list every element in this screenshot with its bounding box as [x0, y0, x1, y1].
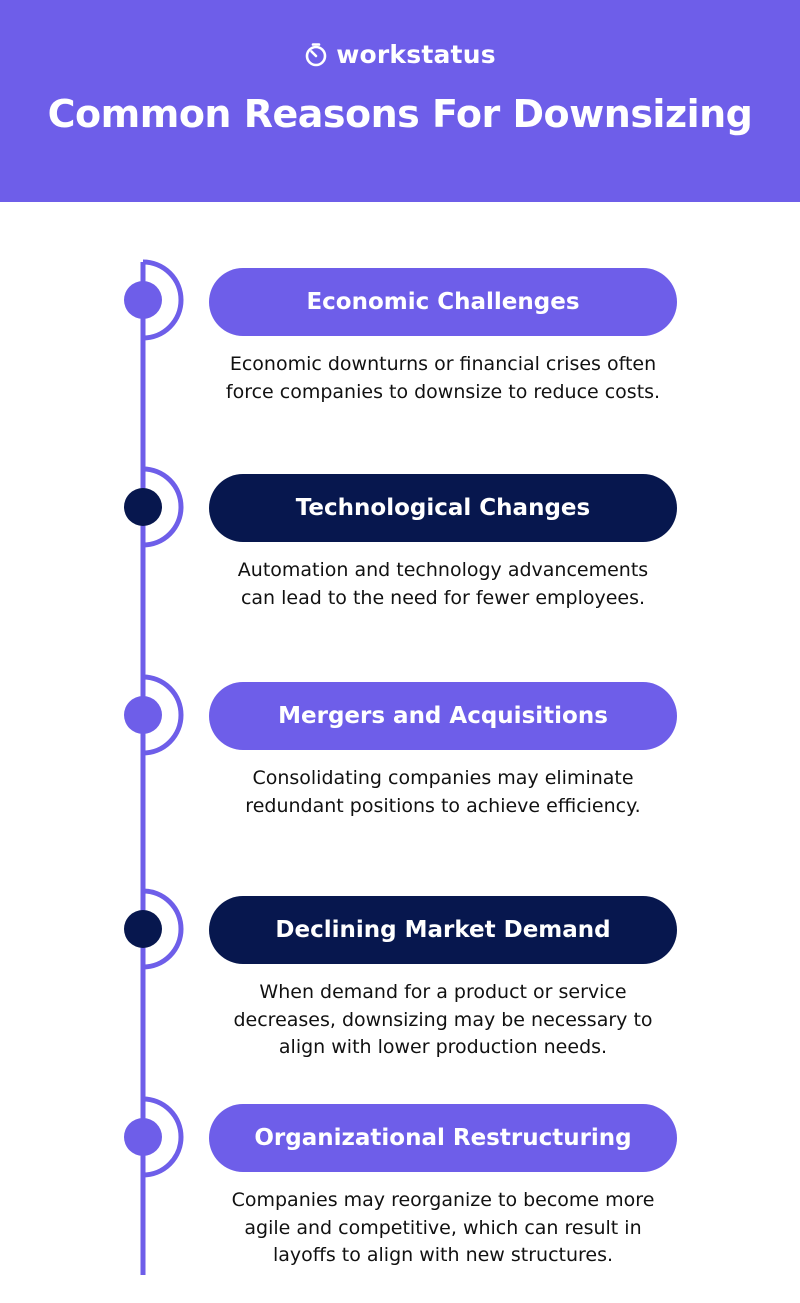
reason-description: Companies may reorganize to become more … — [231, 1189, 655, 1266]
reason-description: Economic downturns or financial crises o… — [225, 353, 661, 403]
timeline-dot-5 — [124, 1118, 162, 1156]
timeline-dot-4 — [124, 910, 162, 948]
reason-title-pill: Declining Market Demand — [209, 896, 677, 964]
reason-title-pill: Technological Changes — [209, 474, 677, 542]
reason-description: When demand for a product or service dec… — [233, 981, 653, 1058]
brand-name: workstatus — [336, 40, 496, 69]
stopwatch-icon — [305, 42, 327, 66]
timeline-dot-3 — [124, 696, 162, 734]
header-banner: workstatus Common Reasons For Downsizing — [0, 0, 800, 202]
brand-logo[interactable]: workstatus — [0, 40, 800, 69]
reason-title-pill: Mergers and Acquisitions — [209, 682, 677, 750]
timeline-dot-2 — [124, 488, 162, 526]
reason-title-pill: Organizational Restructuring — [209, 1104, 677, 1172]
timeline-dot-1 — [124, 281, 162, 319]
reason-title-pill: Economic Challenges — [209, 268, 677, 336]
page-title: Common Reasons For Downsizing — [47, 92, 753, 136]
reason-description: Automation and technology advancements c… — [237, 559, 649, 609]
reason-description: Consolidating companies may eliminate re… — [245, 767, 641, 817]
